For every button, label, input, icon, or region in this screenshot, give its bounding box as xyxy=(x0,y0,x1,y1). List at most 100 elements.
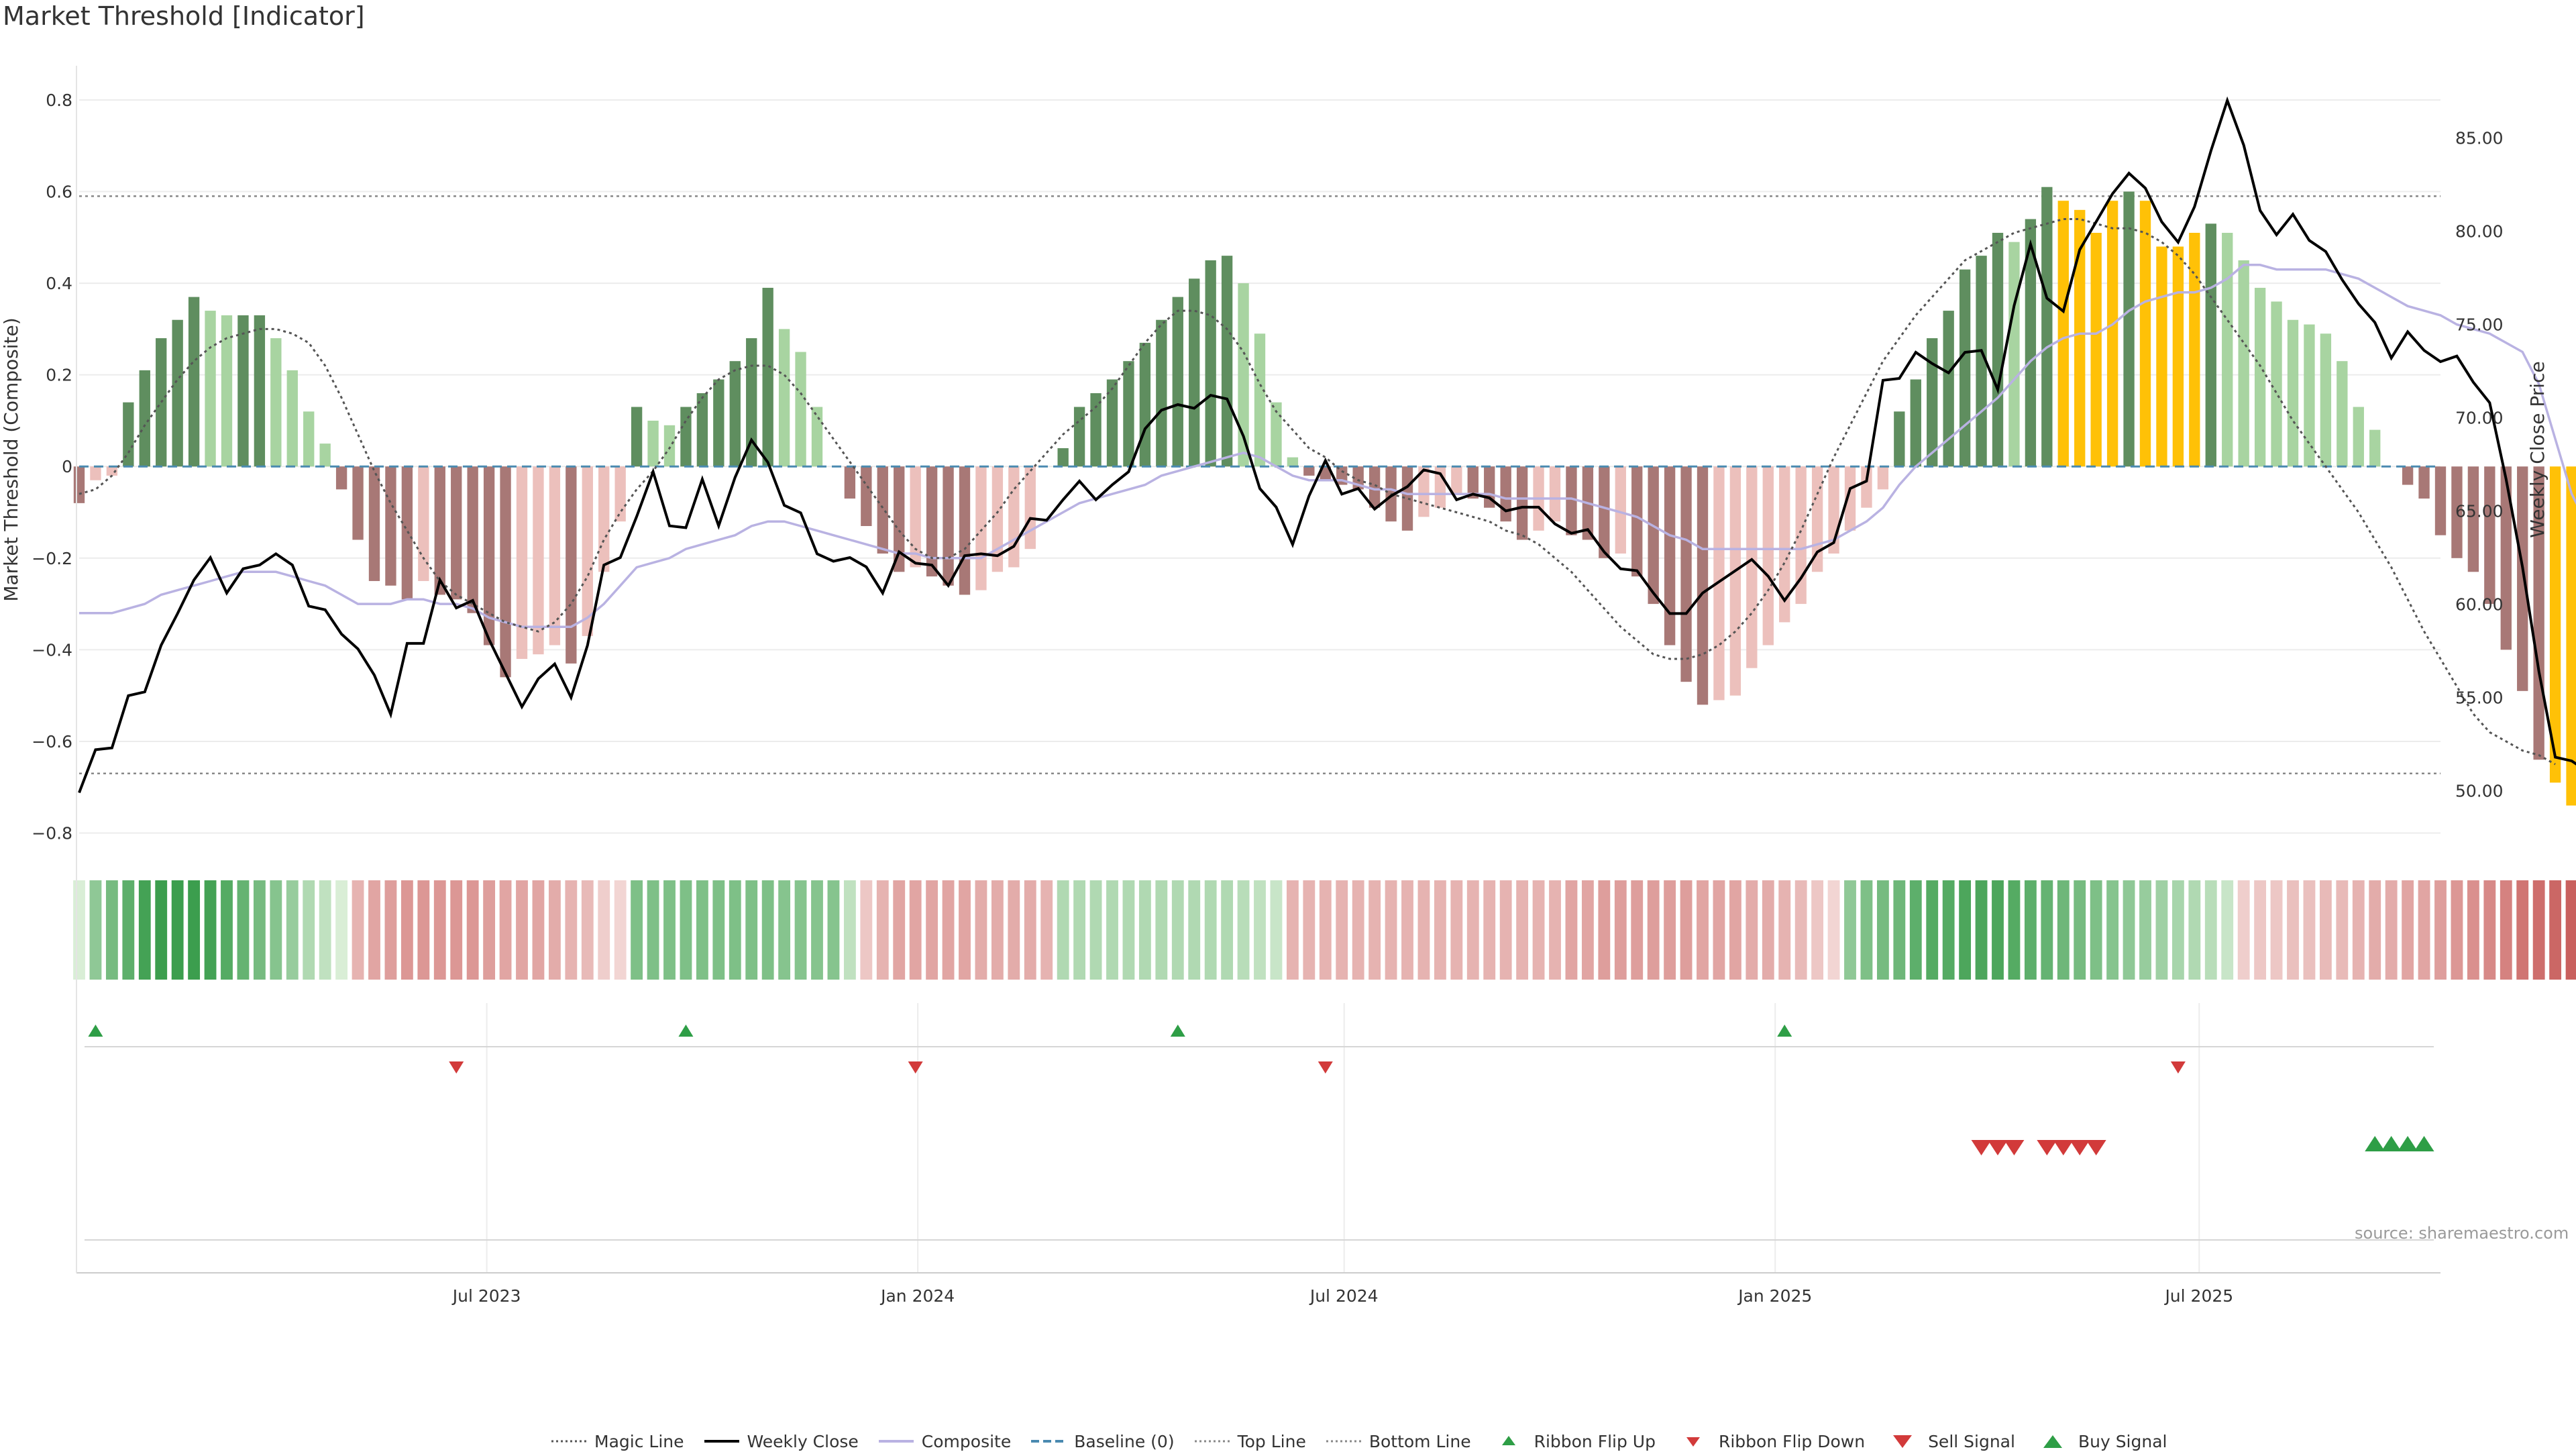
ribbon-cell xyxy=(2451,880,2463,980)
composite-bar xyxy=(1467,466,1479,499)
composite-bar xyxy=(713,379,724,467)
composite-bar xyxy=(1106,379,1118,467)
ribbon-cell xyxy=(1450,880,1463,980)
composite-bar xyxy=(647,420,659,467)
composite-bar xyxy=(123,402,134,467)
composite-bar xyxy=(2271,301,2282,467)
ribbon-cell xyxy=(860,880,873,980)
ribbon-cell xyxy=(384,880,397,980)
ribbon-cell xyxy=(1057,880,1069,980)
ribbon-cell xyxy=(1860,880,1873,980)
composite-bar xyxy=(237,315,249,467)
ribbon-cell xyxy=(2434,880,2447,980)
ribbon-cell xyxy=(1844,880,1856,980)
ribbon-cell xyxy=(2565,880,2576,980)
y-tick-label-right: 75.00 xyxy=(2455,315,2504,334)
ribbon-cell xyxy=(1499,880,1512,980)
ribbon-cell xyxy=(2287,880,2299,980)
legend-item: Weekly Close xyxy=(703,1432,859,1451)
sell-signal-marker xyxy=(2086,1140,2106,1155)
y-tick-label-left: 0.6 xyxy=(46,183,72,202)
y-tick-label-left: −0.6 xyxy=(32,732,72,751)
composite-bar xyxy=(1697,466,1709,705)
composite-bar xyxy=(1927,338,1938,467)
y-tick-label-right: 85.00 xyxy=(2455,128,2504,148)
ribbon-cell xyxy=(2171,880,2184,980)
ribbon-cell xyxy=(1729,880,1741,980)
y-tick-label-left: 0.2 xyxy=(46,366,72,385)
composite-bar xyxy=(2189,232,2200,467)
ribbon-cell xyxy=(1237,880,1250,980)
ribbon-cell xyxy=(89,880,102,980)
composite-bar xyxy=(910,466,921,568)
ribbon-cell xyxy=(663,880,676,980)
composite-bar xyxy=(1500,466,1511,522)
composite-bar xyxy=(1073,407,1085,467)
ribbon-cell xyxy=(1270,880,1283,980)
composite-bar xyxy=(483,466,495,645)
x-tick-label: Jan 2025 xyxy=(1737,1286,1812,1306)
x-tick-label: Jan 2024 xyxy=(879,1286,955,1306)
ribbon-cell xyxy=(942,880,955,980)
ribbon-cell xyxy=(2369,880,2381,980)
composite-bar xyxy=(2369,429,2381,467)
composite-bar xyxy=(2353,407,2364,467)
y-tick-label-left: −0.2 xyxy=(32,549,72,568)
dashed-line-icon xyxy=(1030,1433,1067,1449)
ribbon-cell xyxy=(516,880,528,980)
composite-bar xyxy=(335,466,347,490)
composite-bar xyxy=(401,466,413,600)
ribbon-cell xyxy=(188,880,201,980)
composite-bar xyxy=(1172,297,1183,467)
ribbon-cell xyxy=(1089,880,1102,980)
composite-bar xyxy=(1599,466,1610,558)
ribbon-cell xyxy=(1138,880,1151,980)
composite-bar xyxy=(1861,466,1872,508)
composite-bar xyxy=(1303,466,1315,476)
sell-signal-marker xyxy=(2053,1140,2074,1155)
ribbon-cell xyxy=(680,880,692,980)
composite-bar xyxy=(1024,466,1036,550)
composite-bar xyxy=(1057,448,1069,467)
ribbon-cell xyxy=(1254,880,1266,980)
ribbon-cell xyxy=(1876,880,1889,980)
weekly-close-line xyxy=(78,96,2576,794)
sell-signal-marker xyxy=(2037,1140,2057,1155)
ribbon-cell xyxy=(876,880,889,980)
composite-bar xyxy=(729,361,741,467)
ribbon-cell xyxy=(2303,880,2316,980)
composite-bar xyxy=(975,466,987,590)
ribbon-cell xyxy=(2500,880,2512,980)
composite-bar xyxy=(2106,201,2118,467)
ribbon-cell xyxy=(1581,880,1594,980)
ribbon-cell xyxy=(433,880,446,980)
legend-item: Bottom Line xyxy=(1325,1432,1471,1451)
ribbon-flip-up-marker xyxy=(1777,1025,1792,1037)
composite-bar xyxy=(1090,393,1102,467)
ribbon-cell xyxy=(1532,880,1545,980)
ribbon-cell xyxy=(105,880,118,980)
solid-line-icon xyxy=(703,1433,741,1449)
composite-bar xyxy=(1664,466,1676,645)
ribbon-cell xyxy=(1008,880,1020,980)
ribbon-cell xyxy=(466,880,479,980)
ribbon-cell xyxy=(2352,880,2365,980)
ribbon-cell xyxy=(204,880,217,980)
x-tick-label: Jul 2024 xyxy=(1309,1286,1379,1306)
dotted-line-icon xyxy=(550,1433,588,1449)
composite-bar xyxy=(2123,191,2135,467)
composite-bar xyxy=(2156,246,2167,467)
legend-label: Buy Signal xyxy=(2078,1431,2167,1451)
composite-bar xyxy=(139,370,150,467)
buy-signal-marker xyxy=(2365,1136,2385,1151)
y-axis-label-right: Weekly Close Price xyxy=(2526,361,2548,537)
ribbon-cell xyxy=(1827,880,1840,980)
composite-bar xyxy=(811,407,823,467)
ribbon-cell xyxy=(2549,880,2562,980)
ribbon-cell xyxy=(712,880,725,980)
composite-bar xyxy=(696,393,708,467)
legend-label: Magic Line xyxy=(594,1431,684,1451)
ribbon-cell xyxy=(2418,880,2430,980)
ribbon-cell xyxy=(286,880,299,980)
